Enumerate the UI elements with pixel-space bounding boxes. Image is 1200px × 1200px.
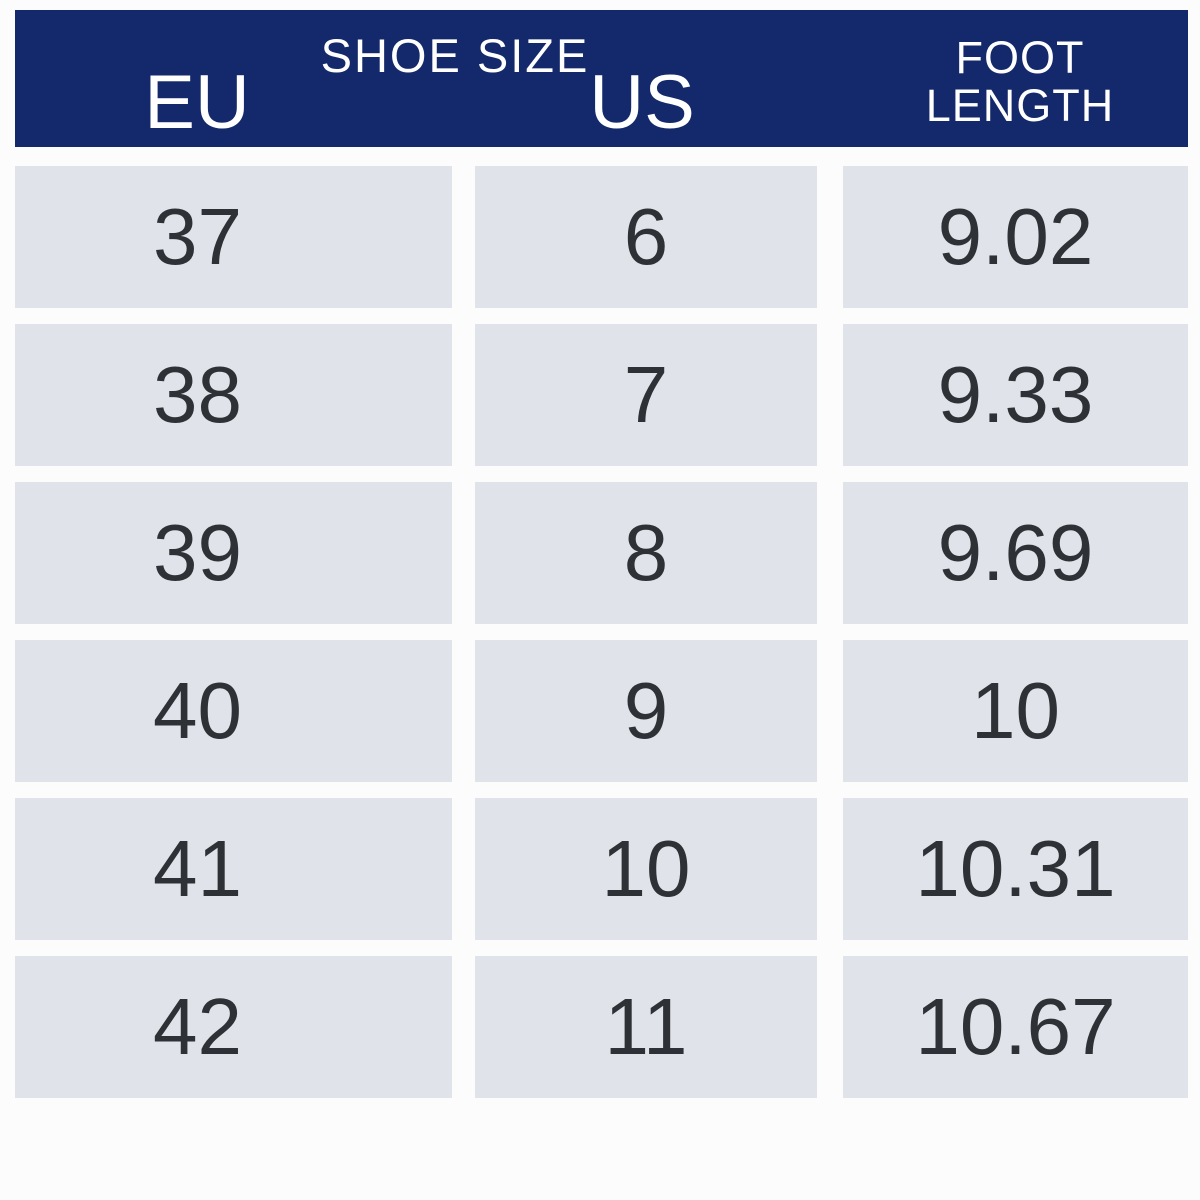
cell-us-size: 8 — [475, 482, 817, 624]
cell-eu-size: 39 — [15, 482, 452, 624]
shoe-size-chart: SHOE SIZE EU US FOOT LENGTH 37 6 9.02 38… — [15, 10, 1188, 1098]
cell-eu-size: 37 — [15, 166, 452, 308]
column-header-us: US — [589, 60, 695, 145]
table-row: 40 9 10 — [15, 640, 1188, 782]
cell-foot-length: 10.67 — [843, 956, 1188, 1098]
cell-foot-length: 9.33 — [843, 324, 1188, 466]
cell-foot-length: 10 — [843, 640, 1188, 782]
cell-foot-length: 9.69 — [843, 482, 1188, 624]
column-header-eu: EU — [144, 60, 250, 145]
cell-us-size: 7 — [475, 324, 817, 466]
cell-eu-size: 41 — [15, 798, 452, 940]
table-row: 37 6 9.02 — [15, 166, 1188, 308]
cell-eu-size: 38 — [15, 324, 452, 466]
table-body: 37 6 9.02 38 7 9.33 39 8 9.69 40 9 10 41… — [15, 166, 1188, 1098]
table-header: SHOE SIZE EU US FOOT LENGTH — [15, 10, 1188, 147]
cell-us-size: 10 — [475, 798, 817, 940]
cell-foot-length: 9.02 — [843, 166, 1188, 308]
cell-us-size: 6 — [475, 166, 817, 308]
table-row: 39 8 9.69 — [15, 482, 1188, 624]
table-title: SHOE SIZE — [320, 29, 590, 82]
cell-us-size: 9 — [475, 640, 817, 782]
cell-eu-size: 42 — [15, 956, 452, 1098]
table-row: 41 10 10.31 — [15, 798, 1188, 940]
cell-eu-size: 40 — [15, 640, 452, 782]
cell-us-size: 11 — [475, 956, 817, 1098]
table-row: 38 7 9.33 — [15, 324, 1188, 466]
cell-foot-length: 10.31 — [843, 798, 1188, 940]
table-row: 42 11 10.67 — [15, 956, 1188, 1098]
column-header-foot-length: FOOT LENGTH — [925, 32, 1115, 131]
